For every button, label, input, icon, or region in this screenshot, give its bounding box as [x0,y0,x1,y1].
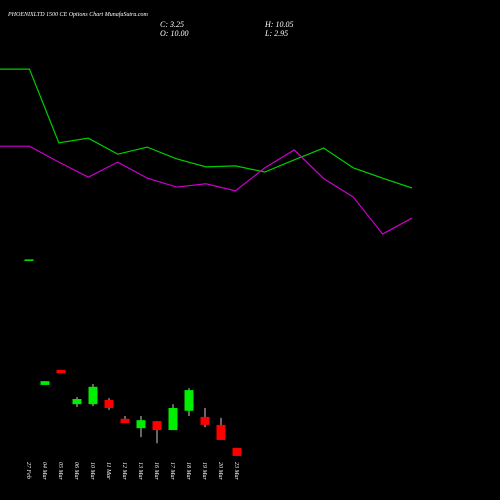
candle-body [184,390,194,411]
x-tick-label: 23 Mar [233,462,239,480]
candle-body [232,447,242,456]
info-high: H: 10.05 [264,20,293,29]
candle-body [40,381,50,385]
chart-title: PHOENIXLTD 1500 CE Options Chart MunafaS… [7,11,149,18]
x-tick-label: 04 Mar [41,462,48,480]
ma-line [0,68,413,189]
x-tick-label: 12 Mar [121,462,127,480]
x-tick-label: 16 Mar [153,462,159,480]
candle-body [120,418,130,423]
candle-body [136,420,146,429]
x-tick-label: 05 Mar [57,462,63,480]
candle-body [200,416,210,425]
candle-body [56,369,66,374]
x-tick-label: 11 Mar [105,462,111,480]
candle-body [104,399,114,408]
candle-body [72,399,82,405]
x-tick-label: 10 Mar [89,462,95,480]
x-tick-label: 19 Mar [201,462,207,480]
x-tick-label: 17 Mar [169,462,175,480]
candle-body [152,421,162,431]
candle-body [216,424,226,440]
candle-body [24,259,34,261]
x-tick-label: 20 Mar [217,462,223,480]
x-tick-label: 27 Feb [25,462,31,479]
x-tick-label: 06 Mar [73,462,79,480]
info-open: O: 10.00 [160,29,188,38]
info-close: C: 3.25 [160,20,184,29]
info-low: L: 2.95 [264,29,288,38]
candle-body [88,386,98,405]
candle-body [168,407,178,431]
x-tick-label: 18 Mar [185,462,191,480]
ma-line [0,145,413,235]
x-tick-label: 13 Mar [137,462,143,480]
